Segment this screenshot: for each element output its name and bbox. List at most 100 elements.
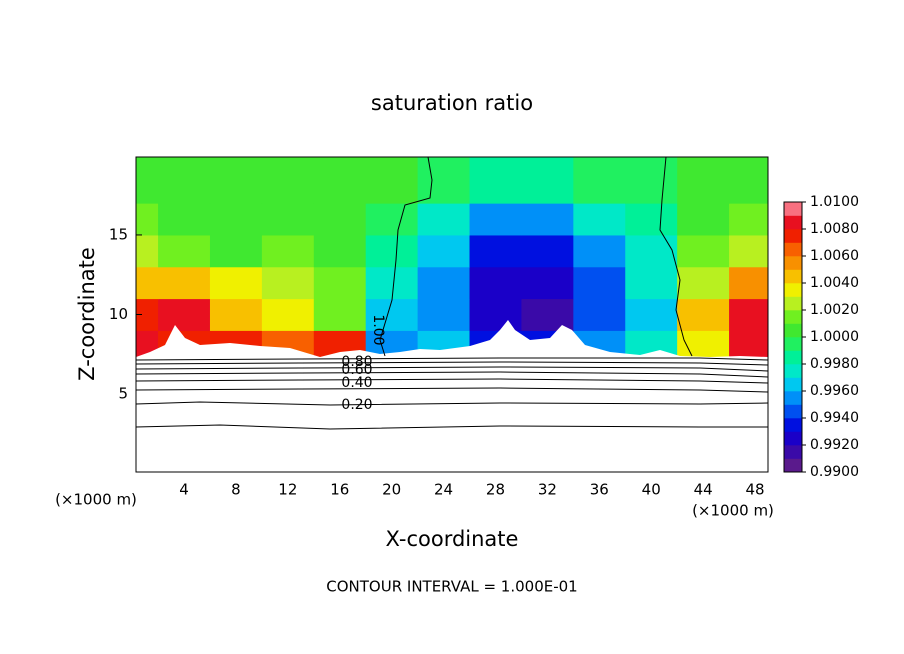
x-tick-label: 20 (382, 481, 401, 499)
field-cell (417, 266, 471, 300)
field-cell (261, 203, 315, 236)
field-cell (729, 203, 769, 236)
footer: CONTOUR INTERVAL = 1.000E-01 (326, 578, 577, 596)
x-axis-label: X-coordinate (386, 527, 519, 551)
field-cell (521, 157, 574, 204)
field-cell (677, 298, 730, 331)
field-cell (261, 266, 315, 300)
colorbar-swatch (784, 431, 802, 446)
field-cell (261, 234, 315, 268)
x-tick-label: 8 (231, 481, 241, 499)
colorbar-tick-label: 1.0100 (810, 194, 859, 210)
contour-line (135, 401, 769, 406)
field-cell (365, 234, 419, 268)
field-cell (136, 157, 159, 204)
field-cell (313, 266, 367, 300)
contour-line (135, 357, 769, 361)
field-cell (625, 298, 678, 331)
field-cell (521, 266, 574, 300)
field-cell (313, 157, 367, 204)
contour-line (135, 361, 769, 366)
y-tick-label: 10 (109, 305, 128, 323)
field-cell (521, 234, 574, 268)
x-tick-label: 24 (434, 481, 453, 499)
colorbar-tick-label: 0.9900 (810, 464, 859, 480)
x-tick-label: 28 (486, 481, 505, 499)
field-cell (158, 234, 211, 268)
contour-label: 1.00 (370, 314, 386, 345)
plot-frame (135, 156, 769, 473)
field-cell (158, 298, 211, 331)
colorbar-swatch (784, 350, 802, 365)
field-cell (625, 266, 678, 300)
field-cell (677, 234, 730, 268)
field-cell (365, 298, 419, 331)
contour-label: 0.60 (341, 362, 372, 378)
colorbar-swatch (784, 445, 802, 459)
contour-line (135, 378, 769, 384)
y-axis-label: Z-coordinate (75, 247, 99, 381)
field-cell (573, 266, 626, 300)
colorbar-tick-label: 0.9940 (810, 410, 859, 426)
field-cell (158, 203, 211, 236)
x-tick-label: 16 (330, 481, 349, 499)
colorbar-swatch (784, 256, 802, 270)
colorbar-swatch (784, 296, 802, 311)
colorbar-tick-label: 0.9920 (810, 437, 859, 453)
field-cell (136, 234, 159, 268)
field-cell (729, 298, 769, 331)
field-cell (158, 157, 211, 204)
x-unit-label: (×1000 m) (692, 502, 774, 520)
field-cell (365, 157, 419, 204)
x-tick-label: 44 (694, 481, 713, 499)
colorbar-tick-label: 1.0040 (810, 275, 859, 291)
field-cell (573, 157, 626, 204)
field-cell (209, 298, 263, 331)
colorbar-swatch (784, 202, 802, 216)
colorbar-swatch (784, 269, 802, 284)
field-cell (729, 157, 769, 204)
colorbar-swatch (784, 404, 802, 419)
field-cell (521, 298, 574, 331)
field-cell (417, 234, 471, 268)
x-tick-label: 4 (179, 481, 189, 499)
y-tick-label: 15 (109, 225, 128, 243)
contour-line (659, 156, 693, 357)
field-cell (136, 298, 159, 331)
field-cell (469, 157, 522, 204)
overlay: 1.00 0.80 0.60 0.40 0.20 (135, 156, 769, 472)
colorbar-swatch (784, 310, 802, 324)
colorbar-tick-label: 0.9960 (810, 383, 859, 399)
contour-line (135, 366, 769, 372)
x-tick-label: 40 (642, 481, 661, 499)
colorbar-swatch (784, 229, 802, 243)
field-cell (469, 234, 522, 268)
field-cell (365, 266, 419, 300)
x-tick-label: 36 (590, 481, 609, 499)
field-cell (209, 234, 263, 268)
field-cell (625, 234, 678, 268)
colorbar-tick-label: 1.0000 (810, 329, 859, 345)
field-cell (573, 298, 626, 331)
field-cell (573, 203, 626, 236)
colorbar-swatch (784, 458, 802, 473)
field-cell (261, 157, 315, 204)
field-cell (625, 157, 678, 204)
field-cell (677, 266, 730, 300)
field-cell (677, 157, 730, 204)
colorbar-tick-label: 0.9980 (810, 356, 859, 372)
field-cell (209, 266, 263, 300)
x-tick-label: 32 (538, 481, 557, 499)
contour-label: 0.80 (341, 354, 372, 370)
field-cell (729, 234, 769, 268)
x-tick-label: 12 (278, 481, 297, 499)
colorbar-swatch (784, 377, 802, 392)
field-cell (729, 266, 769, 300)
colorbar-tick-label: 1.0020 (810, 302, 859, 318)
field-cell (209, 203, 263, 236)
field-cell (417, 157, 471, 204)
chart-title: saturation ratio (371, 91, 533, 115)
field-cell (417, 203, 471, 236)
contour-label: 0.20 (341, 397, 372, 413)
field (136, 157, 769, 363)
